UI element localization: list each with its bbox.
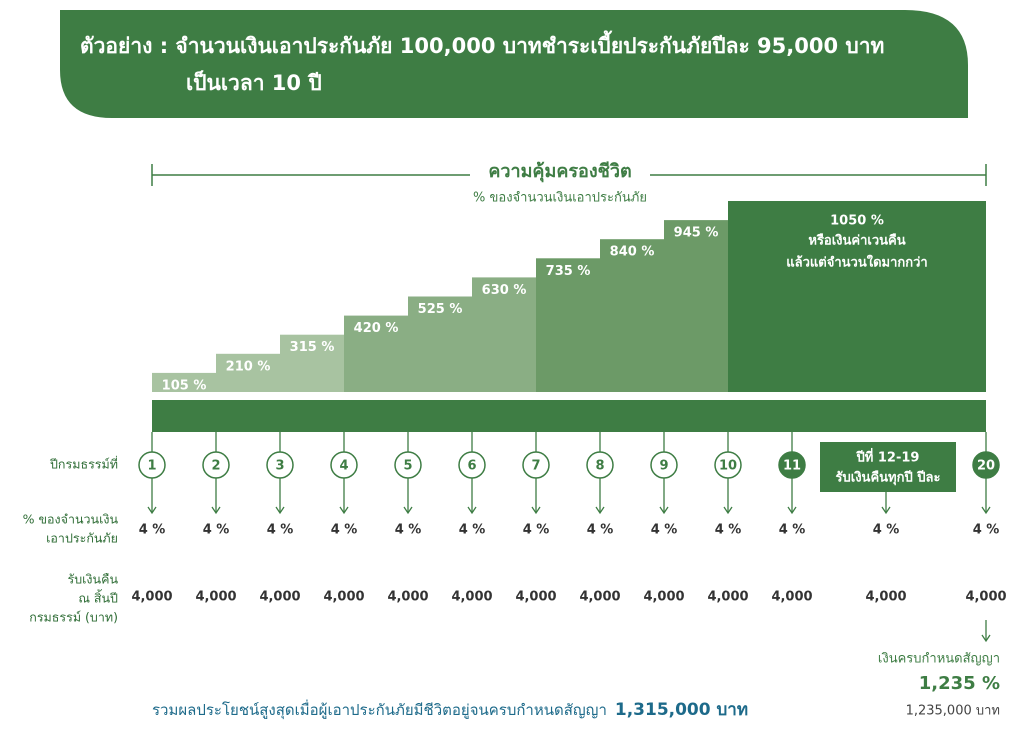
step [408, 296, 472, 392]
row-label: % ของจำนวนเงิน [23, 512, 119, 527]
range-box-text: รับเงินคืนทุกปี ปีละ [836, 470, 941, 486]
row-label: เอาประกันภัย [46, 531, 118, 546]
footer-total: 1,315,000 บาท [615, 700, 748, 720]
amount-cell: 4,000 [865, 590, 906, 605]
arrow-head [981, 506, 991, 515]
year-number: 3 [275, 459, 284, 474]
amount-cell: 4,000 [643, 590, 684, 605]
percent-cell: 4 % [973, 523, 1000, 538]
step-label: 525 % [418, 302, 463, 317]
percent-cell: 4 % [523, 523, 550, 538]
percent-cell: 4 % [203, 523, 230, 538]
arrow-head [881, 506, 891, 515]
coverage-subtitle: % ของจำนวนเงินเอาประกันภัย [473, 191, 647, 206]
arrow-head [659, 506, 669, 515]
amount-cell: 4,000 [515, 590, 556, 605]
timeline-band [152, 400, 986, 432]
arrow-head [467, 506, 477, 515]
year-number: 9 [659, 459, 668, 474]
step-note: แล้วแต่จำนวนใดมากกว่า [786, 254, 927, 271]
arrow-head [787, 506, 797, 515]
maturity-amount: 1,235,000 บาท [906, 704, 1000, 719]
arrow-head [211, 506, 221, 515]
row-label: กรมธรรม์ (บาท) [29, 610, 118, 625]
step-label: 210 % [226, 359, 271, 374]
header-line-2: เป็นเวลา 10 ปี [186, 69, 322, 95]
percent-cell: 4 % [459, 523, 486, 538]
amount-cell: 4,000 [579, 590, 620, 605]
step [600, 239, 664, 392]
percent-cell: 4 % [779, 523, 806, 538]
step-label: 945 % [674, 226, 719, 241]
amount-cell: 4,000 [131, 590, 172, 605]
arrow-head [275, 506, 285, 515]
step [664, 220, 728, 392]
step-label: 105 % [162, 378, 207, 393]
step-label: 840 % [610, 245, 655, 260]
year-number: 20 [977, 459, 995, 474]
step-label: 735 % [546, 264, 591, 279]
header-banner [60, 10, 968, 118]
coverage-title: ความคุ้มครองชีวิต [488, 161, 631, 183]
maturity-percent: 1,235 % [919, 673, 1000, 694]
amount-cell: 4,000 [707, 590, 748, 605]
arrow-head [981, 634, 991, 643]
header-line-1: ตัวอย่าง : จำนวนเงินเอาประกันภัย 100,000… [80, 30, 884, 58]
amount-cell: 4,000 [323, 590, 364, 605]
step [280, 334, 344, 392]
percent-cell: 4 % [139, 523, 166, 538]
step [728, 201, 986, 392]
amount-cell: 4,000 [771, 590, 812, 605]
amount-cell: 4,000 [965, 590, 1006, 605]
year-number: 7 [531, 459, 540, 474]
percent-cell: 4 % [267, 523, 294, 538]
step-label: 630 % [482, 283, 527, 298]
row-label: รับเงินคืน [68, 572, 119, 587]
percent-cell: 4 % [331, 523, 358, 538]
percent-cell: 4 % [715, 523, 742, 538]
footer-text: รวมผลประโยชน์สูงสุดเมื่อผู้เอาประกันภัยม… [152, 699, 607, 720]
step [152, 372, 216, 392]
percent-cell: 4 % [587, 523, 614, 538]
amount-cell: 4,000 [259, 590, 300, 605]
arrow-head [403, 506, 413, 515]
amount-cell: 4,000 [451, 590, 492, 605]
year-number: 1 [147, 459, 156, 474]
row-label: ปีกรมธรรม์ที่ [50, 456, 118, 472]
year-number: 5 [403, 459, 412, 474]
range-box [820, 442, 956, 492]
year-number: 4 [339, 459, 348, 474]
step-label: 315 % [290, 340, 335, 355]
year-number: 2 [211, 459, 220, 474]
step [472, 277, 536, 392]
amount-cell: 4,000 [387, 590, 428, 605]
maturity-label: เงินครบกำหนดสัญญา [878, 652, 1000, 667]
arrow-head [147, 506, 157, 515]
arrow-head [595, 506, 605, 515]
arrow-head [723, 506, 733, 515]
percent-cell: 4 % [395, 523, 422, 538]
row-label: ณ สิ้นปี [78, 589, 118, 606]
step [536, 258, 600, 392]
year-number: 11 [783, 459, 801, 474]
year-number: 8 [595, 459, 604, 474]
range-box-text: ปีที่ 12-19 [856, 448, 920, 466]
amount-cell: 4,000 [195, 590, 236, 605]
step-label: 1050 % [830, 214, 884, 229]
percent-cell: 4 % [873, 523, 900, 538]
step [344, 315, 408, 392]
step-label: 420 % [354, 321, 399, 336]
step [216, 353, 280, 392]
arrow-head [339, 506, 349, 515]
arrow-head [531, 506, 541, 515]
footer: รวมผลประโยชน์สูงสุดเมื่อผู้เอาประกันภัยม… [152, 699, 748, 721]
year-number: 6 [467, 459, 476, 474]
percent-cell: 4 % [651, 523, 678, 538]
year-number: 10 [719, 459, 737, 474]
step-note: หรือเงินค่าเวนคืน [808, 233, 905, 249]
